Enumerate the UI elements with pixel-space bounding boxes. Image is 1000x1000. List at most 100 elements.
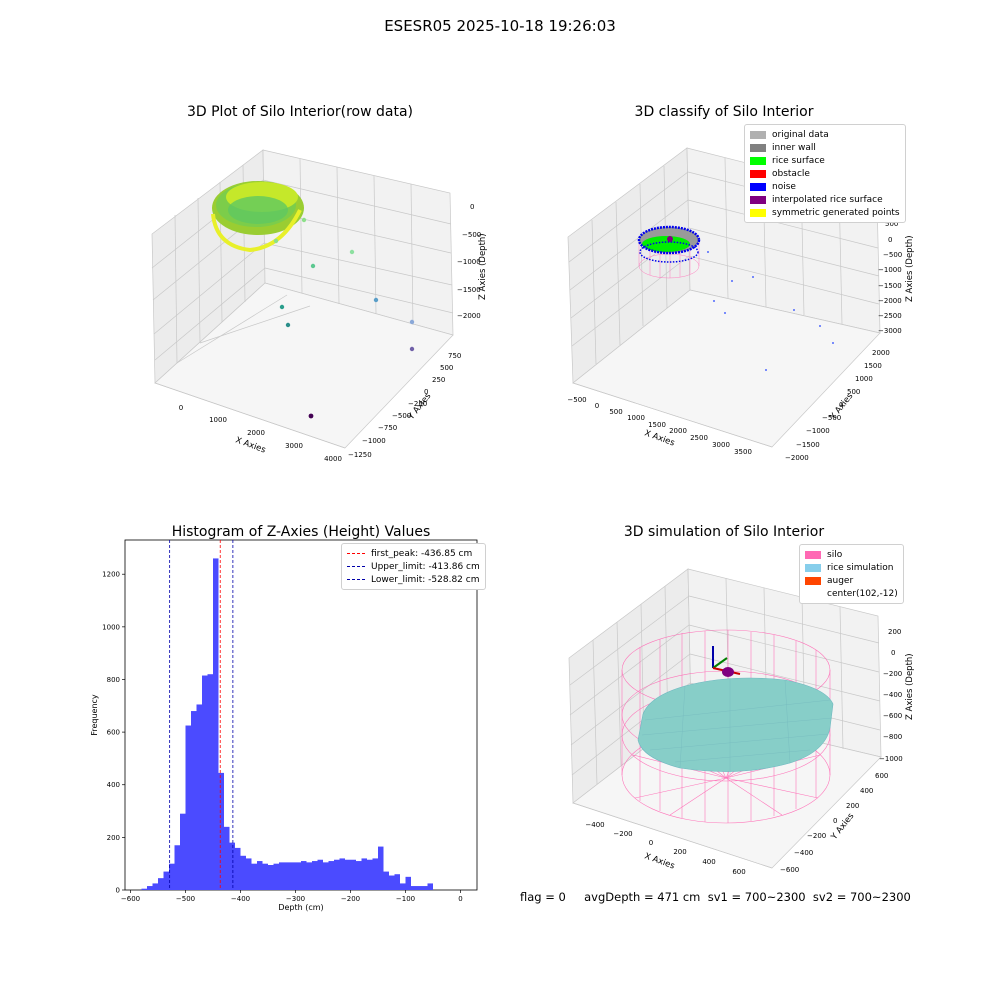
legend-entry: rice surface bbox=[750, 154, 900, 167]
hist-xtick-label: −600 bbox=[121, 895, 140, 903]
p4-xlabel: X Axies bbox=[643, 851, 676, 871]
p2-ytick: 500 bbox=[847, 388, 860, 396]
p1-ztick: −2000 bbox=[457, 312, 481, 320]
legend-swatch bbox=[750, 182, 766, 191]
hist-bar bbox=[290, 862, 296, 890]
p4-ztick: −600 bbox=[883, 712, 902, 720]
p4-ytick: −200 bbox=[807, 832, 826, 840]
legend-swatch bbox=[750, 195, 766, 204]
legend-label: inner wall bbox=[772, 142, 816, 153]
hist-bar bbox=[169, 863, 175, 890]
hist-bar bbox=[196, 704, 202, 890]
p2-xtick: 2000 bbox=[669, 427, 687, 435]
p1-ytick: −250 bbox=[408, 400, 427, 408]
p4-xtick: 200 bbox=[673, 848, 686, 856]
p1-ztick: −1000 bbox=[457, 258, 481, 266]
p1-ytick: −750 bbox=[378, 424, 397, 432]
legend-label: rice surface bbox=[772, 155, 825, 166]
hist-bar bbox=[312, 861, 318, 890]
hist-bar bbox=[213, 558, 219, 890]
p1-ytick: −1250 bbox=[348, 451, 372, 459]
p2-ytick: 2000 bbox=[872, 349, 890, 357]
hist-xtick-label: −300 bbox=[286, 895, 305, 903]
hist-bar bbox=[350, 859, 356, 890]
legend-entry: rice simulation bbox=[805, 561, 898, 574]
hist-ytick-label: 1200 bbox=[102, 571, 120, 579]
legend-label: silo bbox=[827, 549, 843, 560]
legend-line bbox=[347, 566, 365, 567]
hist-bar bbox=[185, 725, 191, 890]
hist-bar bbox=[339, 858, 345, 890]
hist-bar bbox=[279, 862, 285, 890]
hist-bar bbox=[284, 862, 290, 890]
hist-ytick-label: 600 bbox=[107, 729, 120, 737]
hist-bar bbox=[180, 813, 186, 890]
p1-ztick: 0 bbox=[470, 203, 474, 211]
figure-title: ESESR05 2025-10-18 19:26:03 bbox=[384, 17, 616, 35]
plot2-title: 3D classify of Silo Interior bbox=[634, 104, 814, 120]
hist-bar bbox=[174, 845, 180, 890]
p4-ztick: 0 bbox=[891, 649, 895, 657]
hist-ytick-label: 800 bbox=[107, 676, 120, 684]
hist-bar bbox=[207, 674, 213, 890]
legend-swatch bbox=[750, 156, 766, 165]
p2-xtick: 500 bbox=[609, 408, 622, 416]
hist-ytick-label: 200 bbox=[107, 834, 120, 842]
legend-swatch bbox=[805, 550, 821, 559]
hist-legend: first_peak: -436.85 cm Upper_limit: -413… bbox=[341, 543, 486, 590]
p4-ytick: 600 bbox=[875, 772, 888, 780]
p4-ztick: −800 bbox=[883, 733, 902, 741]
p4-ztick: −200 bbox=[883, 670, 902, 678]
hist-ytick-label: 0 bbox=[116, 887, 120, 895]
p4-xtick: 0 bbox=[649, 839, 653, 847]
p2-ztick: −2500 bbox=[878, 312, 902, 320]
p4-ytick: −400 bbox=[794, 849, 813, 857]
hist-xtick-label: −200 bbox=[341, 895, 360, 903]
hist-bar bbox=[405, 876, 411, 890]
p1-ytick: −1000 bbox=[362, 437, 386, 445]
hist-frame bbox=[124, 539, 478, 891]
hist-bar bbox=[334, 859, 340, 890]
status-footer: flag = 0 avgDepth = 471 cm sv1 = 700~230… bbox=[520, 890, 911, 904]
hist-bar bbox=[295, 862, 301, 890]
p2-xtick: 0 bbox=[595, 402, 599, 410]
hist-bar bbox=[394, 874, 400, 890]
p4-ytick: 0 bbox=[833, 817, 837, 825]
legend-label: symmetric generated points bbox=[772, 207, 900, 218]
p4-xtick: −400 bbox=[585, 821, 604, 829]
hist-bar bbox=[152, 883, 158, 890]
hist-bar bbox=[317, 859, 323, 890]
legend-line bbox=[347, 579, 365, 580]
legend-label: original data bbox=[772, 129, 829, 140]
hist-xtick-label: −100 bbox=[396, 895, 415, 903]
hist-bar bbox=[372, 858, 378, 890]
legend-label: interpolated rice surface bbox=[772, 194, 883, 205]
legend-entry: Lower_limit: -528.82 cm bbox=[347, 573, 480, 586]
legend-label: Upper_limit: -413.86 cm bbox=[371, 561, 480, 572]
p2-ytick: −1000 bbox=[806, 427, 830, 435]
hist-bar bbox=[306, 862, 312, 890]
hist-bar bbox=[383, 871, 389, 890]
p2-ztick: 0 bbox=[888, 236, 892, 244]
p4-ztick: 200 bbox=[888, 628, 901, 636]
p2-ztick: −3000 bbox=[878, 327, 902, 335]
legend-entry: first_peak: -436.85 cm bbox=[347, 547, 480, 560]
p1-ytick: 750 bbox=[448, 352, 461, 360]
legend-entry: obstacle bbox=[750, 167, 900, 180]
hist-bar bbox=[262, 863, 268, 890]
p1-ytick: −500 bbox=[392, 412, 411, 420]
hist-bar bbox=[191, 711, 197, 890]
hist-bar bbox=[345, 859, 351, 890]
p2-ytick: −2000 bbox=[785, 454, 809, 462]
legend-label: obstacle bbox=[772, 168, 810, 179]
hist-bar bbox=[378, 846, 384, 890]
p2-ztick: −1000 bbox=[878, 266, 902, 274]
plot3-histogram: −600 −500 −400 −300 −200 −100 0 0 200 400 600 800 1… bbox=[90, 539, 478, 912]
hist-ytick-label: 1000 bbox=[102, 623, 120, 631]
p4-xtick: −200 bbox=[613, 830, 632, 838]
legend-swatch bbox=[805, 563, 821, 572]
p4-xtick: 600 bbox=[732, 868, 745, 876]
p2-xtick: 3000 bbox=[712, 441, 730, 449]
p4-xtick: 400 bbox=[702, 858, 715, 866]
plot1-title: 3D Plot of Silo Interior(row data) bbox=[186, 104, 414, 120]
